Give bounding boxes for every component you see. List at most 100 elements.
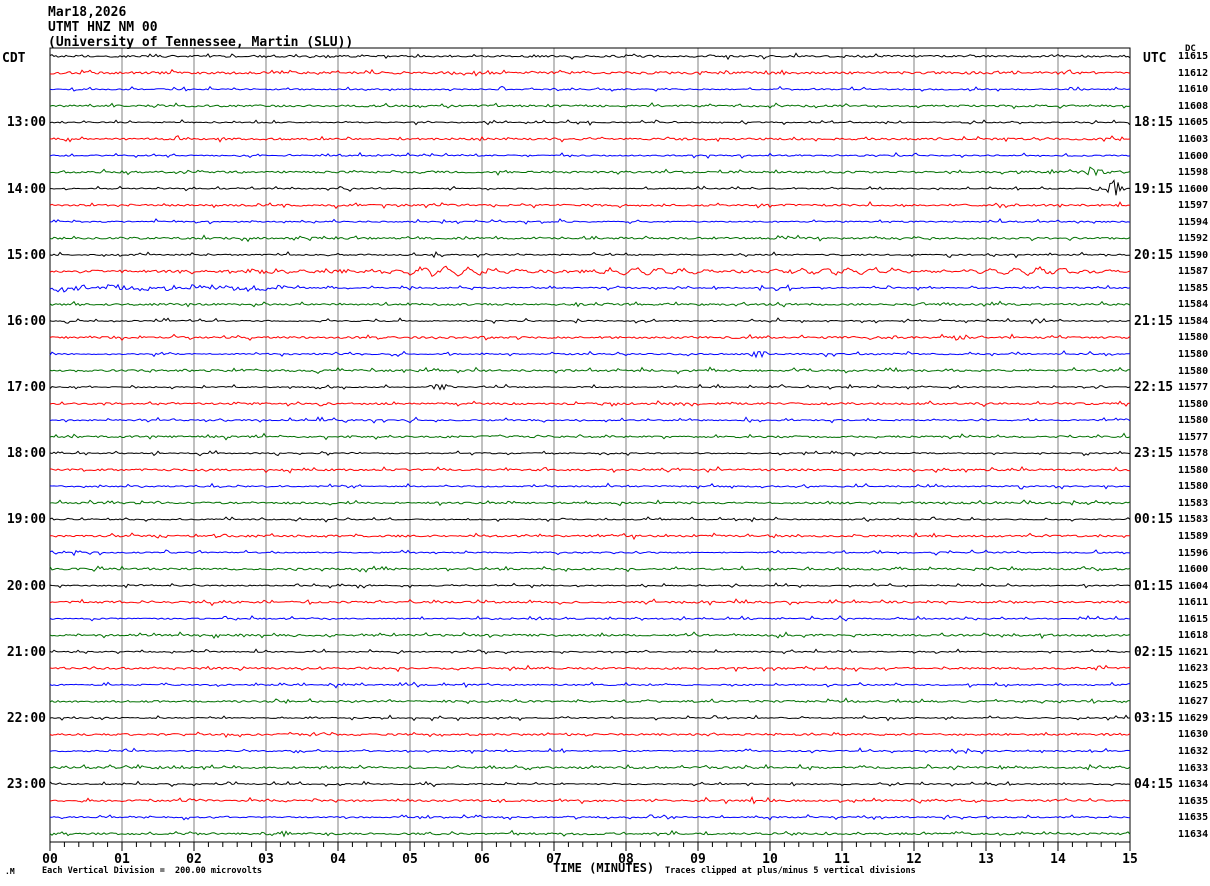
x-tick-label: 05 [402, 852, 418, 867]
trace-row-9 [50, 179, 1131, 196]
trace-row-25 [49, 450, 1131, 457]
x-axis-title: TIME (MINUTES) [553, 861, 655, 875]
trace-row-38 [49, 664, 1131, 673]
cdt-hour-label: 16:00 [6, 314, 46, 329]
dc-value: 11598 [1178, 167, 1209, 178]
dc-value: 11627 [1178, 696, 1209, 707]
trace-row-41 [49, 714, 1131, 722]
trace-row-26 [49, 465, 1130, 474]
trace-row-16 [49, 300, 1131, 308]
dc-value: 11600 [1178, 151, 1209, 162]
cdt-hour-label: 18:00 [6, 446, 46, 461]
dc-value: 11584 [1178, 316, 1209, 327]
dc-value: 11580 [1178, 366, 1209, 377]
utc-hour-label: 22:15 [1134, 380, 1174, 395]
plot-border [49, 47, 1131, 843]
trace-row-46 [49, 795, 1131, 805]
trace-row-45 [49, 780, 1131, 788]
trace-row-18 [49, 333, 1131, 341]
trace-row-17 [49, 317, 1131, 325]
trace-row-39 [49, 681, 1131, 689]
utc-hour-label: 21:15 [1134, 314, 1174, 329]
cdt-hour-label: 13:00 [6, 115, 46, 130]
trace-row-21 [49, 383, 1131, 391]
trace-row-29 [49, 516, 1131, 523]
trace-row-40 [49, 697, 1131, 705]
trace-row-20 [49, 366, 1131, 375]
cdt-hour-label: 23:00 [6, 777, 46, 792]
dc-value: 11608 [1178, 101, 1209, 112]
dc-value: 11596 [1178, 548, 1209, 559]
utc-hour-label: 01:15 [1134, 579, 1174, 594]
trace-row-10 [49, 201, 1131, 210]
trace-row-47 [49, 813, 1131, 821]
trace-row-8 [49, 166, 1131, 177]
dc-value: 11621 [1178, 647, 1209, 658]
trace-row-30 [49, 532, 1131, 541]
title-date: Mar18,2026 [48, 5, 127, 20]
dc-value: 11629 [1178, 713, 1209, 724]
utc-hour-label: 00:15 [1134, 512, 1174, 527]
dc-value: 11618 [1178, 630, 1209, 641]
dc-value: 11611 [1178, 597, 1209, 608]
dc-value: 11597 [1178, 200, 1209, 211]
x-tick-label: 14 [1050, 852, 1066, 867]
scale-note: Each Vertical Division = 200.00 microvol… [42, 866, 263, 876]
dc-value: 11610 [1178, 84, 1209, 95]
dc-value: 11587 [1178, 266, 1209, 277]
trace-row-3 [49, 85, 1131, 92]
dc-value: 11604 [1178, 581, 1209, 592]
dc-value: 11623 [1178, 663, 1209, 674]
dc-value: 11589 [1178, 531, 1209, 542]
dc-value: 11605 [1178, 117, 1209, 128]
trace-row-37 [49, 648, 1131, 655]
trace-row-28 [49, 499, 1131, 507]
cdt-hour-label: 20:00 [6, 579, 46, 594]
utc-hour-label: 04:15 [1134, 777, 1174, 792]
dc-value: 11580 [1178, 465, 1209, 476]
trace-row-42 [49, 731, 1131, 739]
dc-value: 11634 [1178, 829, 1209, 840]
trace-row-35 [49, 615, 1131, 622]
dc-value: 11578 [1178, 448, 1209, 459]
x-tick-label: 15 [1122, 852, 1138, 867]
dc-value: 11580 [1178, 481, 1209, 492]
trace-row-32 [49, 565, 1131, 573]
title-network: (University of Tennessee, Martin (SLU)) [48, 35, 354, 50]
trace-row-19 [49, 350, 1130, 359]
dc-value: 11600 [1178, 564, 1209, 575]
x-tick-label: 00 [42, 852, 58, 867]
dc-value: 11615 [1178, 51, 1209, 62]
dc-value: 11583 [1178, 498, 1209, 509]
trace-row-7 [49, 151, 1131, 159]
x-tick-label: 07 [546, 852, 562, 867]
dc-value: 11612 [1178, 68, 1209, 79]
trace-row-4 [49, 102, 1131, 110]
dc-value: 11635 [1178, 796, 1209, 807]
cdt-hour-label: 17:00 [6, 380, 46, 395]
dc-value: 11615 [1178, 614, 1209, 625]
x-tick-label: 09 [690, 852, 706, 867]
x-tick-label: 12 [906, 852, 922, 867]
utc-hour-label: 23:15 [1134, 446, 1174, 461]
cdt-hour-label: 14:00 [6, 182, 46, 197]
x-tick-label: 06 [474, 852, 490, 867]
trace-row-1 [49, 52, 1131, 61]
trace-row-13 [49, 251, 1131, 259]
x-tick-label: 11 [834, 852, 850, 867]
dc-value: 11580 [1178, 415, 1209, 426]
dc-value: 11585 [1178, 283, 1209, 294]
trace-row-27 [49, 482, 1131, 490]
footer-left-glyph: .M [5, 867, 15, 876]
dc-value: 11633 [1178, 763, 1209, 774]
trace-row-22 [49, 400, 1131, 408]
x-tick-label: 03 [258, 852, 274, 867]
trace-row-44 [49, 763, 1131, 771]
trace-row-24 [49, 432, 1131, 441]
dc-value: 11584 [1178, 299, 1209, 310]
trace-row-36 [49, 631, 1131, 640]
cdt-hour-label: 15:00 [6, 248, 46, 263]
dc-value: 11625 [1178, 680, 1209, 691]
dc-value: 11603 [1178, 134, 1209, 145]
